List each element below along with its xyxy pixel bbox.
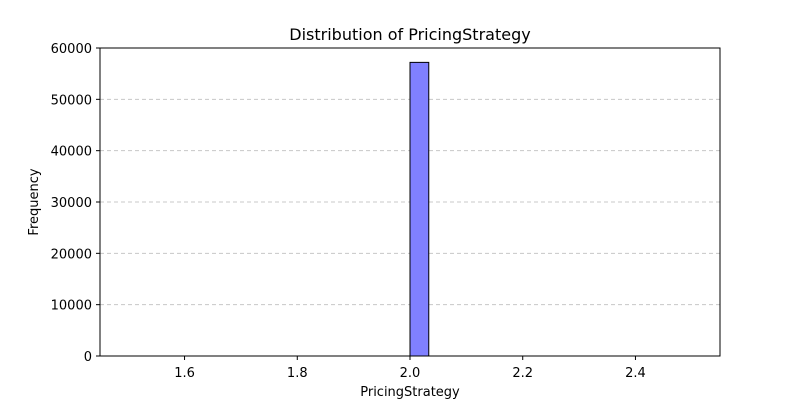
bars — [409, 61, 430, 357]
y-tick-label: 0 — [84, 350, 92, 365]
y-axis-label: Frequency — [27, 168, 42, 235]
y-tick-label: 30000 — [51, 196, 92, 211]
x-tick-label: 2.4 — [625, 366, 646, 381]
x-tick-label: 1.6 — [174, 366, 195, 381]
x-tick-label: 2.0 — [400, 366, 421, 381]
y-axis-ticks: 0 10000 20000 30000 40000 50000 60000 — [51, 42, 100, 365]
y-tick-label: 50000 — [51, 93, 92, 108]
x-axis-ticks: 1.6 1.8 2.0 2.2 2.4 — [174, 356, 646, 381]
x-axis-label: PricingStrategy — [360, 385, 460, 400]
y-tick-label: 20000 — [51, 247, 92, 262]
x-tick-label: 1.8 — [287, 366, 308, 381]
y-tick-label: 60000 — [51, 42, 92, 57]
y-tick-label: 40000 — [51, 145, 92, 160]
histogram-bar — [409, 61, 430, 357]
x-tick-label: 2.2 — [512, 366, 533, 381]
chart-title: Distribution of PricingStrategy — [289, 25, 530, 44]
y-tick-label: 10000 — [51, 299, 92, 314]
